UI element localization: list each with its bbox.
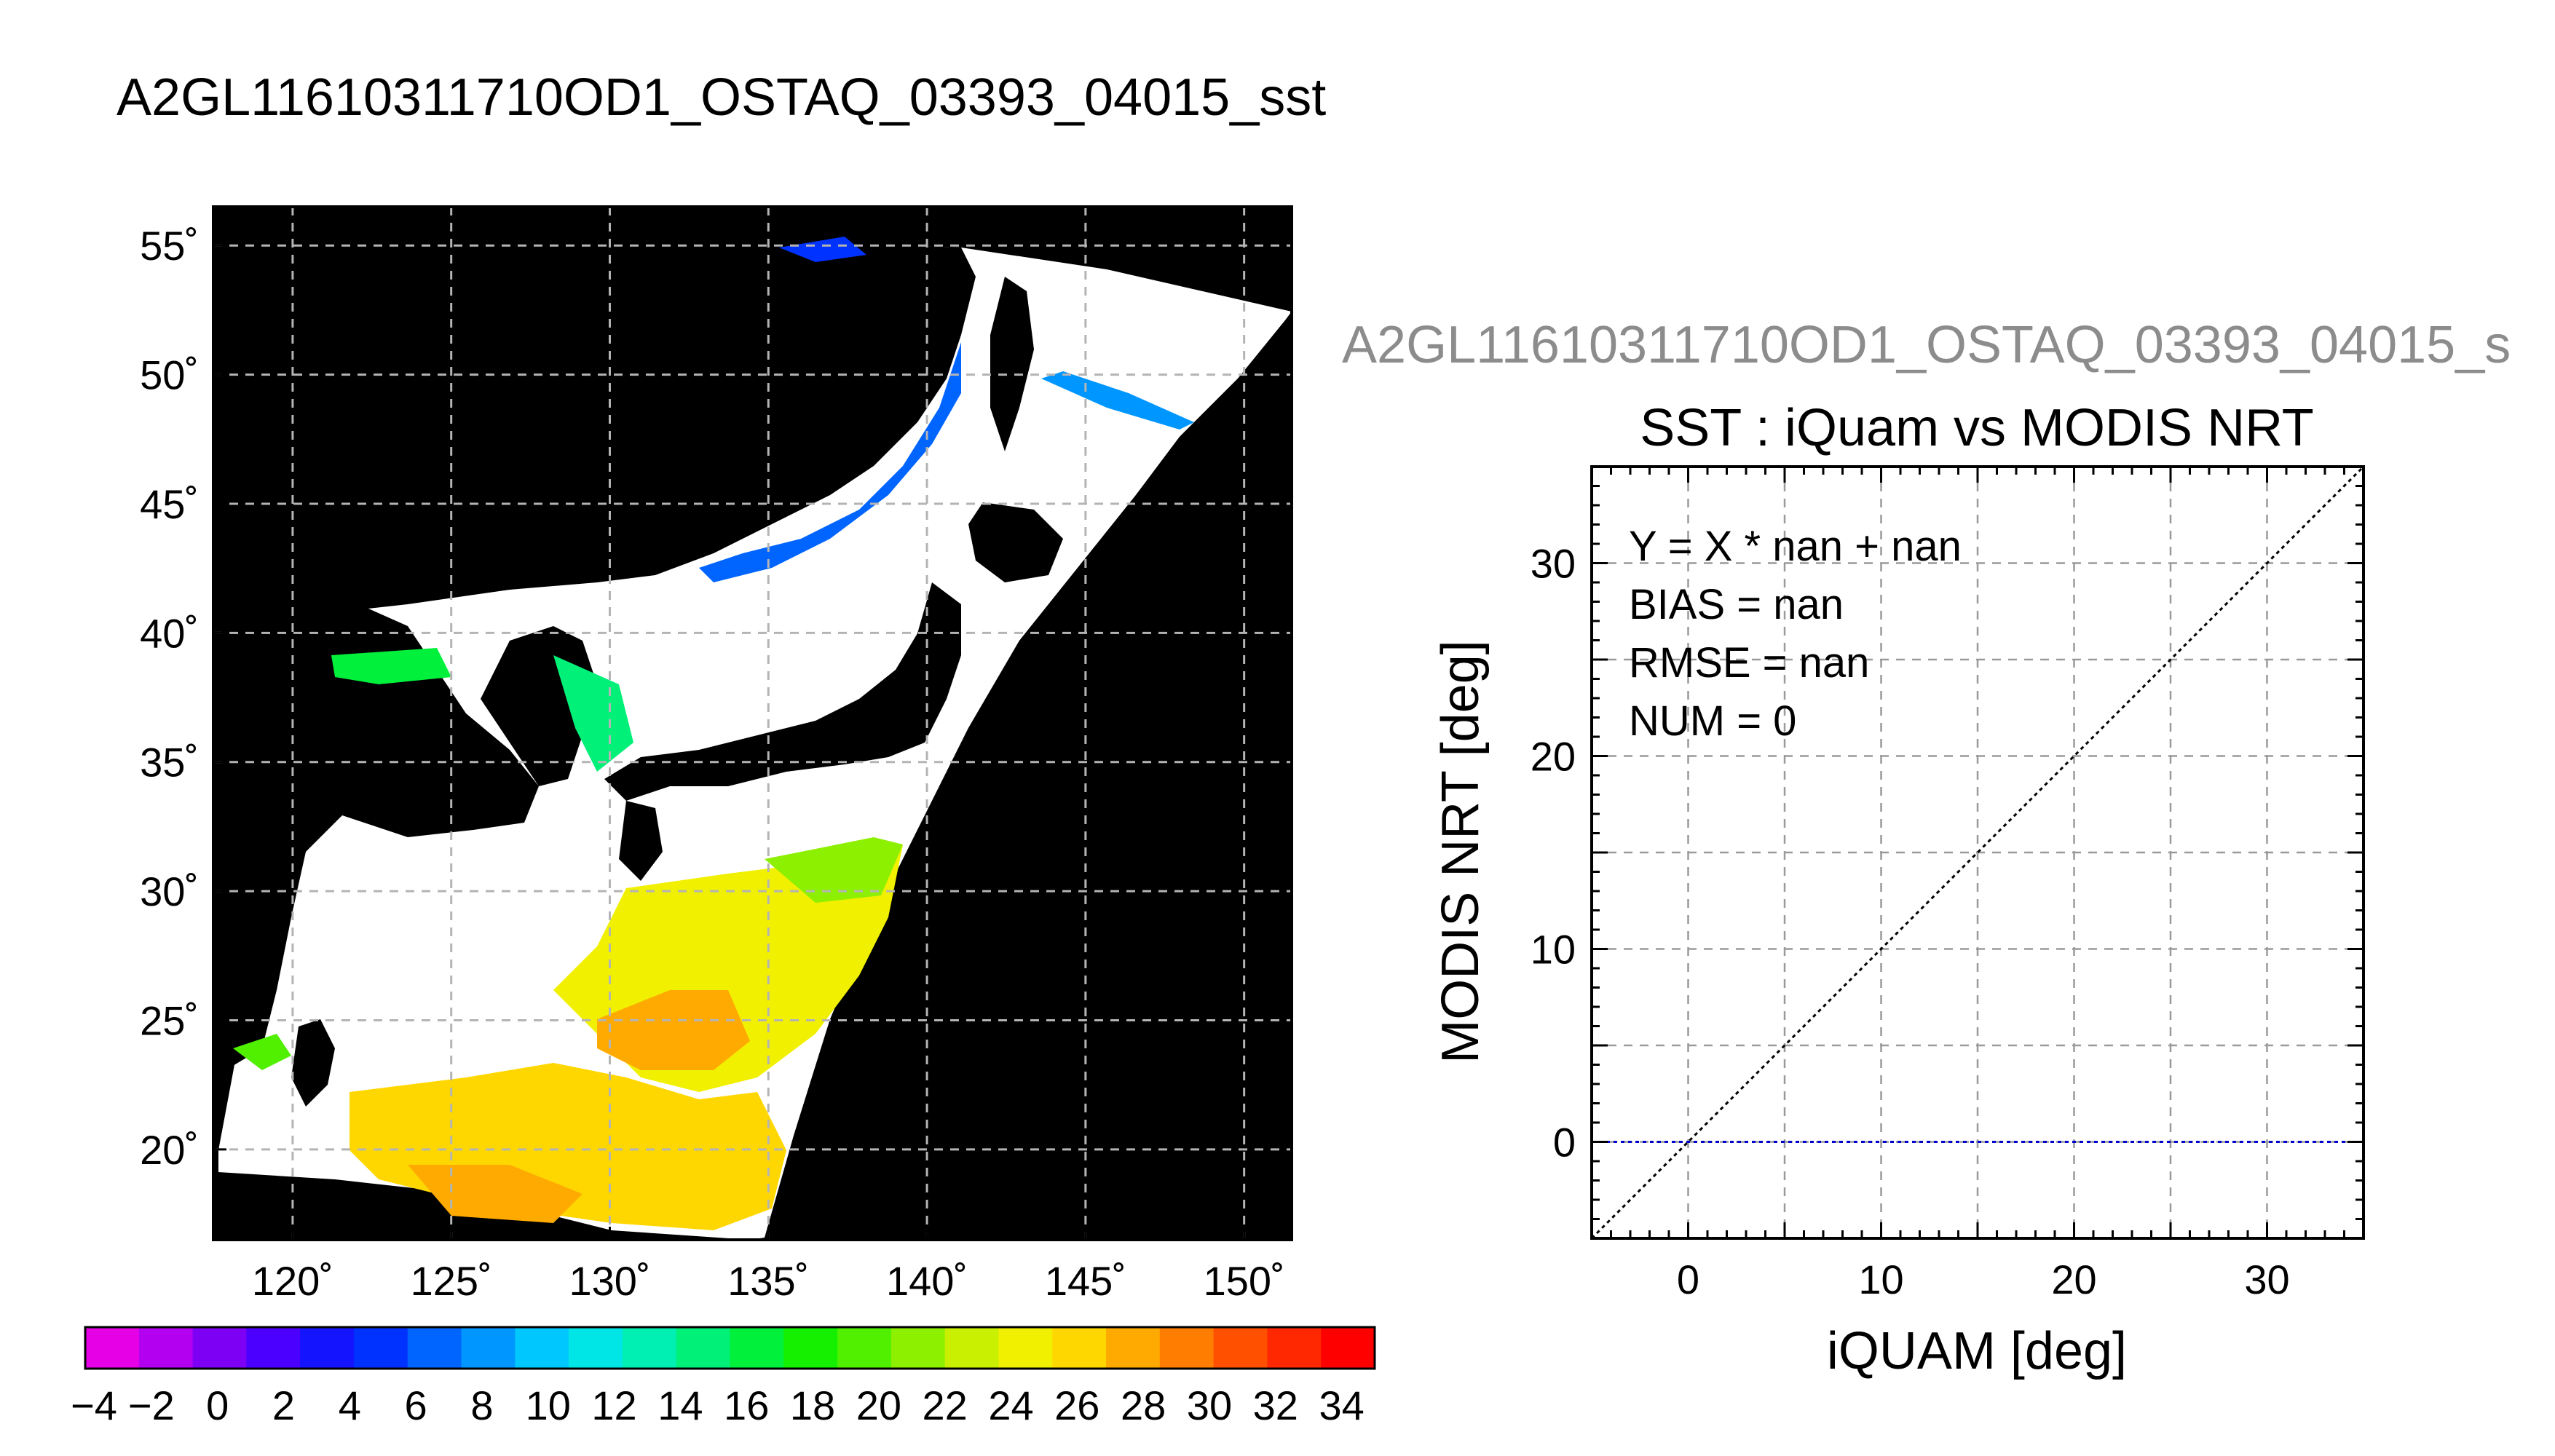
sst-patch-okhotsk	[779, 237, 866, 262]
swath-edge-black	[765, 312, 1292, 1240]
sst-patch-green-sw	[233, 1034, 291, 1070]
colorbar-label: 30	[1187, 1382, 1232, 1428]
sst-patch-bohai	[331, 648, 451, 684]
colorbar-swatch	[1267, 1327, 1322, 1369]
colorbar-swatch	[461, 1327, 516, 1369]
colorbar-swatch	[138, 1327, 194, 1369]
colorbar-label: 22	[923, 1382, 968, 1428]
map-ticks: 120˚ 125˚ 130˚ 135˚ 140˚ 145˚ 150˚ 55˚ 50˚ 45˚ 40˚…	[140, 223, 1285, 1304]
colorbar-label: 16	[724, 1382, 769, 1428]
land-sakhalin	[990, 277, 1034, 451]
colorbar-swatch	[1321, 1327, 1375, 1369]
colorbar-swatch	[1159, 1327, 1215, 1369]
map-xtick-label: 125˚	[411, 1258, 492, 1304]
map-ytick-label: 55˚	[140, 223, 199, 269]
colorbar-label: 10	[526, 1382, 571, 1428]
map-ytick-label: 30˚	[140, 869, 199, 914]
map-xtick-label: 120˚	[252, 1258, 333, 1304]
sst-patch-coastal-blue	[699, 342, 961, 582]
colorbar-label: 18	[790, 1382, 835, 1428]
sst-patch-orange	[597, 990, 750, 1070]
colorbar: −4 −2 0 2 4 6 8 10 12 14 16 18 20 22 24 26 28 30 32 34	[71, 1326, 1376, 1428]
colorbar-swatch	[569, 1327, 623, 1369]
colorbar-label: 32	[1253, 1382, 1298, 1428]
colorbar-swatch	[300, 1327, 355, 1369]
colorbar-swatch	[353, 1327, 408, 1369]
map-xtick-label: 130˚	[569, 1258, 650, 1304]
colorbar-swatch	[192, 1327, 247, 1369]
sst-patch-orange2	[408, 1165, 583, 1223]
main-title: A2GL11610311710OD1_OSTAQ_03393_04015_sst	[117, 68, 1327, 127]
colorbar-frame	[84, 1326, 1376, 1370]
colorbar-swatch	[407, 1327, 462, 1369]
map-content	[213, 207, 1292, 1240]
colorbar-label: 12	[591, 1382, 636, 1428]
map-ytick-label: 25˚	[140, 997, 199, 1043]
colorbar-label: 26	[1054, 1382, 1099, 1428]
colorbar-label: 14	[657, 1382, 703, 1428]
colorbar-swatch	[85, 1327, 140, 1369]
land-russia	[213, 207, 976, 619]
colorbar-swatch	[891, 1327, 946, 1369]
colorbar-label: 20	[856, 1382, 901, 1428]
map-ytick-label: 35˚	[140, 740, 199, 786]
sst-patch-coastal-blue2	[1041, 371, 1194, 430]
map-ytick-label: 40˚	[140, 610, 199, 656]
colorbar-label: −4	[71, 1382, 117, 1428]
colorbar-label: 24	[988, 1382, 1033, 1428]
colorbar-swatch	[783, 1327, 838, 1369]
land-taiwan	[291, 1019, 335, 1107]
map-xtick-label: 145˚	[1045, 1258, 1126, 1304]
scatter-subtitle: A2GL11610311710OD1_OSTAQ_03393_04015_s	[1342, 316, 2511, 374]
colorbar-swatch	[1213, 1327, 1268, 1369]
colorbar-swatch	[622, 1327, 677, 1369]
map-xtick-label: 135˚	[727, 1258, 809, 1304]
colorbar-swatch	[837, 1327, 892, 1369]
map-ytick-label: 50˚	[140, 352, 199, 398]
colorbar-swatch	[998, 1327, 1053, 1369]
map-grid	[213, 207, 1292, 1240]
land-hokkaido	[968, 502, 1063, 582]
colorbar-label: 8	[470, 1382, 493, 1428]
colorbar-swatch	[515, 1327, 569, 1369]
land-japan-honshu	[604, 582, 961, 801]
sst-patch-green	[765, 837, 903, 903]
colorbar-swatch	[246, 1327, 301, 1369]
map-xtick-label: 150˚	[1204, 1258, 1285, 1304]
colorbar-label: 34	[1319, 1382, 1364, 1428]
map-ytick-label: 20˚	[140, 1127, 199, 1173]
colorbar-label: 4	[339, 1382, 361, 1428]
colorbar-label: 6	[405, 1382, 427, 1428]
map-xtick-label: 140˚	[886, 1258, 968, 1304]
colorbar-swatch	[1052, 1327, 1107, 1369]
colorbar-label: 2	[272, 1382, 295, 1428]
colorbar-swatch	[676, 1327, 730, 1369]
colorbar-label: 0	[206, 1382, 229, 1428]
map-ytick-label: 45˚	[140, 481, 199, 527]
land-china	[213, 597, 539, 1077]
sst-patch-yellowsea	[553, 655, 633, 772]
colorbar-label: 28	[1121, 1382, 1166, 1428]
colorbar-swatch	[730, 1327, 784, 1369]
land-kyushu	[619, 801, 663, 881]
colorbar-swatch	[1106, 1327, 1161, 1369]
colorbar-label: −2	[128, 1382, 175, 1428]
colorbar-swatch	[944, 1327, 999, 1369]
